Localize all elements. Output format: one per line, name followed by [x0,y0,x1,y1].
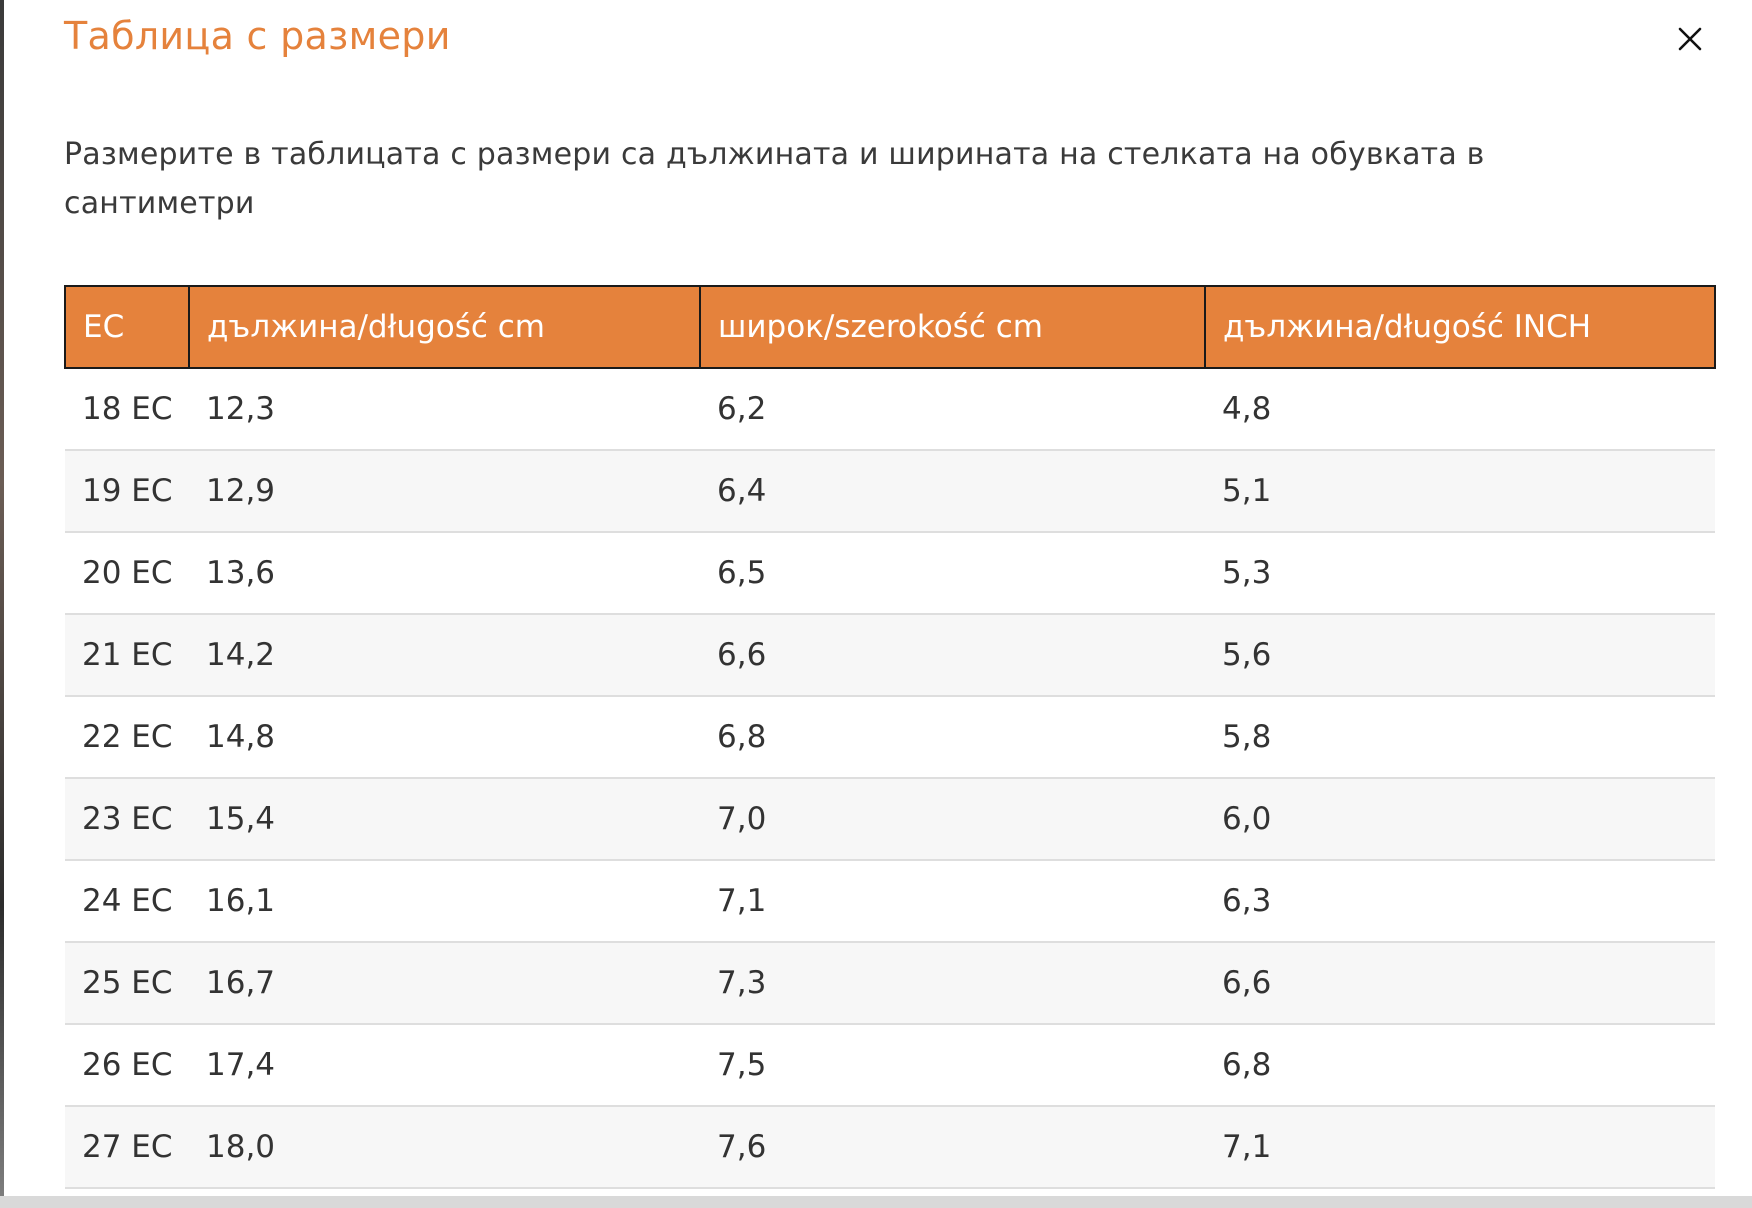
cell-width-cm: 6,5 [700,532,1205,615]
modal-title: Таблица с размери [64,14,451,58]
header-width-cm: ширoк/szerokość cm [699,285,1206,369]
cell-size: 24 EC [65,860,189,943]
cell-length-inch: 6,3 [1205,860,1715,943]
table-row: 27 EC 18,0 7,6 7,1 [65,1106,1715,1189]
cell-size: 21 EC [65,614,189,697]
cell-length-inch: 5,1 [1205,450,1715,533]
cell-length-cm: 17,4 [189,1024,700,1107]
header-length-cm: дължина/długość cm [188,285,701,369]
cell-length-inch: 4,8 [1205,368,1715,451]
cell-length-cm: 14,8 [189,696,700,779]
cell-length-cm: 16,7 [189,942,700,1025]
cell-width-cm: 6,2 [700,368,1205,451]
cell-length-cm: 12,3 [189,368,700,451]
cell-length-cm: 12,9 [189,450,700,533]
cell-length-inch: 6,0 [1205,778,1715,861]
cell-size: 20 EC [65,532,189,615]
cell-width-cm: 7,0 [700,778,1205,861]
cell-width-cm: 6,6 [700,614,1205,697]
table-row: 23 EC 15,4 7,0 6,0 [65,778,1715,861]
close-button[interactable] [1669,18,1711,60]
table-header-row: EC дължина/długość cm ширoк/szerokość cm… [64,285,1716,369]
cell-length-inch: 6,8 [1205,1024,1715,1107]
cell-length-cm: 15,4 [189,778,700,861]
header-length-inch: дължина/długość INCH [1204,285,1716,369]
size-chart-modal: Таблица с размери Размерите в таблицата … [4,0,1752,1196]
cell-width-cm: 7,6 [700,1106,1205,1189]
close-icon [1678,27,1702,51]
cell-length-cm: 13,6 [189,532,700,615]
cell-width-cm: 6,8 [700,696,1205,779]
table-row: 19 EC 12,9 6,4 5,1 [65,450,1715,533]
table-row: 25 EC 16,7 7,3 6,6 [65,942,1715,1025]
table-row: 24 EC 16,1 7,1 6,3 [65,860,1715,943]
cell-length-cm: 18,0 [189,1106,700,1189]
table-row: 22 EC 14,8 6,8 5,8 [65,696,1715,779]
cell-size: 23 EC [65,778,189,861]
cell-size: 19 EC [65,450,189,533]
table-row: 26 EC 17,4 7,5 6,8 [65,1024,1715,1107]
cell-size: 25 EC [65,942,189,1025]
cell-width-cm: 7,5 [700,1024,1205,1107]
cell-size: 18 EC [65,368,189,451]
cell-length-cm: 16,1 [189,860,700,943]
table-row: 21 EC 14,2 6,6 5,6 [65,614,1715,697]
size-chart-description: Размерите в таблицата с размери са дължи… [64,137,1485,221]
page-backdrop-strip [0,1196,1752,1208]
size-table: EC дължина/długość cm ширoк/szerokość cm… [64,285,1716,1189]
cell-length-inch: 5,6 [1205,614,1715,697]
cell-width-cm: 6,4 [700,450,1205,533]
table-row: 20 EC 13,6 6,5 5,3 [65,532,1715,615]
cell-width-cm: 7,3 [700,942,1205,1025]
cell-length-inch: 7,1 [1205,1106,1715,1189]
cell-length-cm: 14,2 [189,614,700,697]
cell-length-inch: 6,6 [1205,942,1715,1025]
header-ec: EC [64,285,190,369]
cell-length-inch: 5,8 [1205,696,1715,779]
backdrop-edge [0,0,4,1208]
table-row: 18 EC 12,3 6,2 4,8 [65,368,1715,451]
cell-size: 26 EC [65,1024,189,1107]
cell-size: 27 EC [65,1106,189,1189]
cell-length-inch: 5,3 [1205,532,1715,615]
cell-width-cm: 7,1 [700,860,1205,943]
cell-size: 22 EC [65,696,189,779]
